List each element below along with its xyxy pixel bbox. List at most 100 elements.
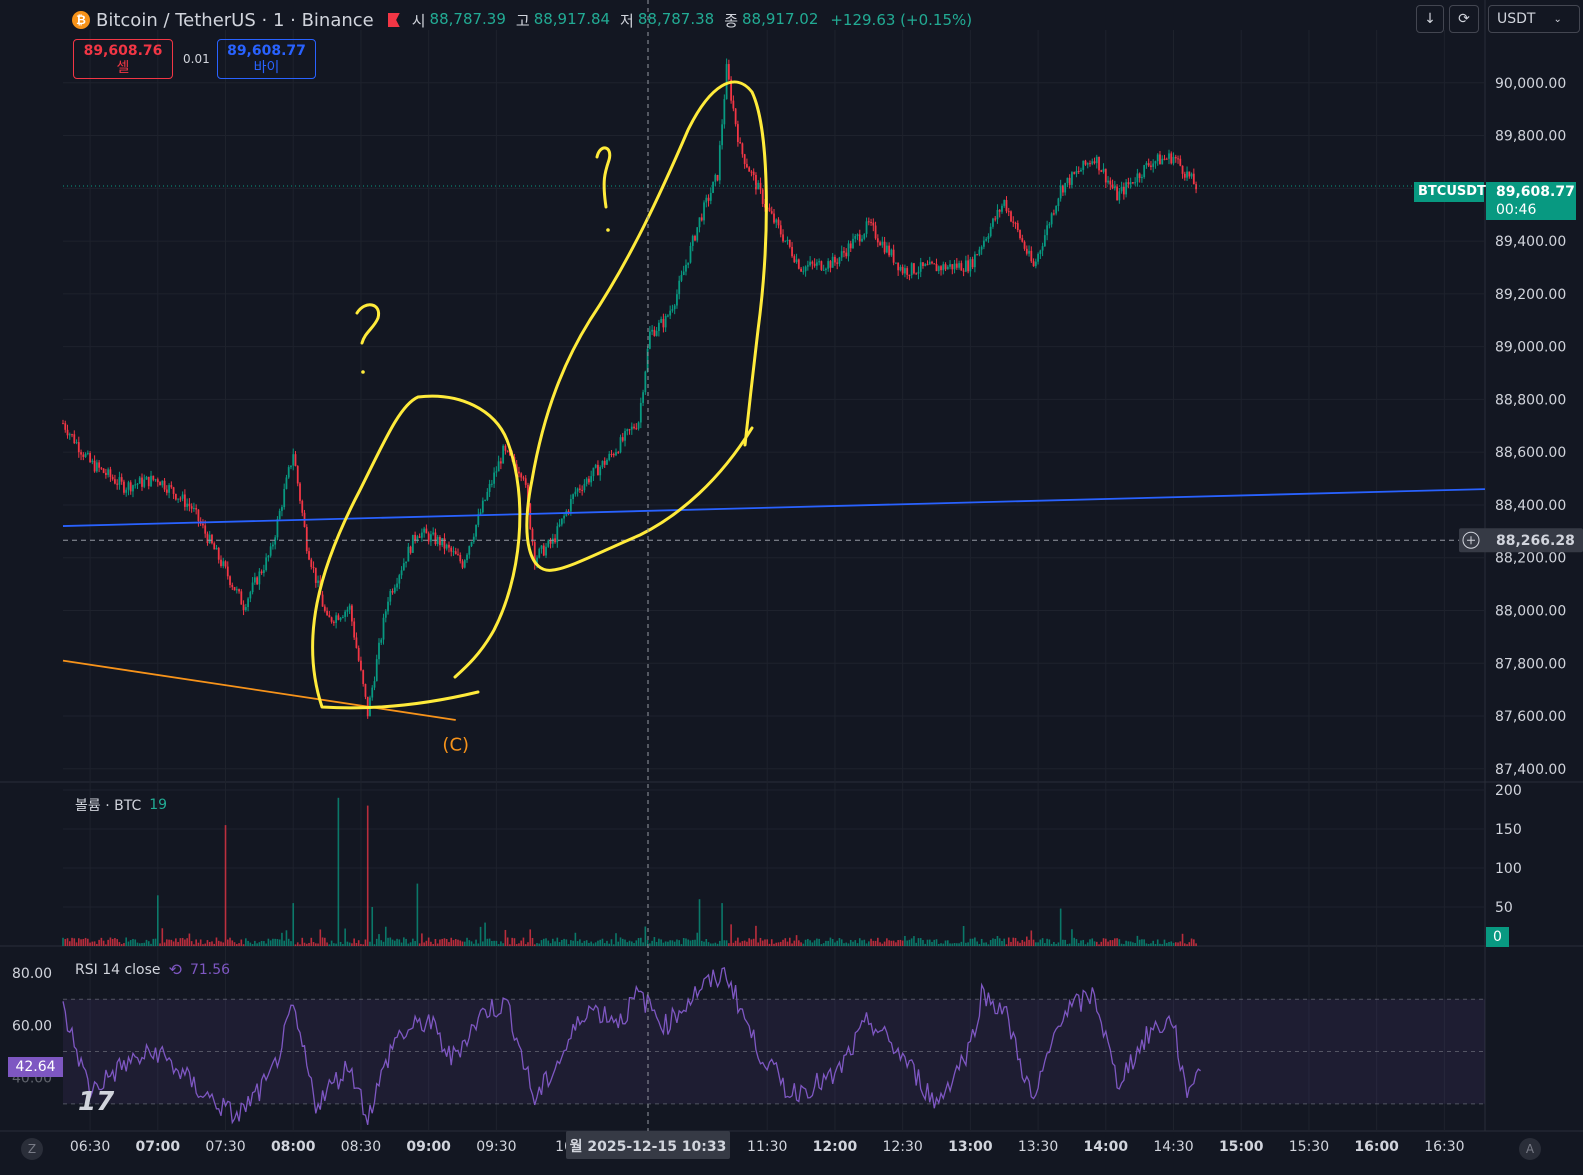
time-tick-label: 09:30 bbox=[476, 1139, 516, 1155]
volume-bar bbox=[73, 938, 76, 946]
candle-body bbox=[215, 547, 218, 550]
volume-bar bbox=[468, 940, 471, 946]
candle-body bbox=[244, 607, 247, 611]
candle-body bbox=[773, 213, 775, 223]
candle-body bbox=[937, 266, 940, 272]
price-tick-label: 88,400.00 bbox=[1495, 498, 1566, 514]
symbol-title[interactable]: Bitcoin / TetherUS · 1 · Binance bbox=[96, 9, 374, 31]
candle-body bbox=[919, 262, 922, 272]
volume-bar bbox=[272, 938, 274, 946]
volume-bar bbox=[640, 937, 642, 946]
sync-button[interactable]: ⟳ bbox=[1449, 5, 1479, 33]
candle-body bbox=[845, 252, 848, 257]
volume-bar bbox=[1120, 943, 1123, 946]
candle-body bbox=[190, 506, 193, 509]
volume-bar bbox=[1059, 908, 1062, 946]
volume-bar bbox=[132, 938, 134, 946]
candle-body bbox=[502, 445, 505, 464]
volume-bar bbox=[1014, 937, 1017, 946]
rsi-settings-icon[interactable]: ⟲ bbox=[168, 960, 182, 979]
volume-bar bbox=[775, 942, 778, 946]
volume-bar bbox=[407, 943, 410, 946]
zoom-button[interactable]: Z bbox=[21, 1138, 43, 1160]
volume-bar bbox=[594, 942, 597, 946]
volume-bar bbox=[883, 941, 886, 946]
volume-bar bbox=[251, 943, 254, 946]
bar-countdown: 00:46 bbox=[1496, 202, 1537, 218]
auto-scale-button[interactable]: A bbox=[1519, 1138, 1541, 1160]
candle-body bbox=[1116, 186, 1118, 201]
candle-body bbox=[1120, 186, 1123, 192]
sell-button[interactable]: 89,608.76 셀 bbox=[73, 39, 173, 79]
candlestick-series bbox=[62, 58, 1197, 719]
volume-bar bbox=[676, 939, 678, 946]
volume-bar bbox=[197, 942, 200, 946]
candle-body bbox=[64, 423, 67, 430]
volume-bar bbox=[425, 940, 428, 946]
high-label: 고 bbox=[515, 11, 530, 30]
candle-body bbox=[558, 524, 561, 527]
flag-icon[interactable] bbox=[387, 13, 400, 27]
candle-body bbox=[425, 528, 428, 534]
candle-body bbox=[899, 266, 902, 271]
candle-body bbox=[994, 218, 997, 220]
candle-body bbox=[551, 538, 554, 544]
download-button[interactable]: ↓ bbox=[1416, 5, 1444, 33]
candle-body bbox=[418, 536, 421, 538]
candle-body bbox=[120, 477, 123, 482]
volume-bar bbox=[933, 939, 936, 946]
candle-body bbox=[479, 512, 482, 515]
volume-bar bbox=[655, 941, 658, 946]
time-tick-label: 07:00 bbox=[136, 1139, 181, 1155]
volume-bar bbox=[263, 941, 265, 946]
candle-body bbox=[983, 240, 985, 247]
volume-bar bbox=[348, 942, 351, 946]
candle-body bbox=[213, 543, 216, 550]
volume-bar bbox=[667, 941, 669, 946]
volume-bar bbox=[599, 939, 601, 946]
volume-bar bbox=[202, 944, 204, 946]
candle-body bbox=[247, 598, 249, 608]
candle-body bbox=[633, 426, 635, 429]
volume-bar bbox=[725, 940, 728, 946]
volume-bar bbox=[637, 938, 640, 946]
volume-bar bbox=[741, 941, 744, 946]
candle-body bbox=[188, 503, 191, 507]
volume-bar bbox=[795, 935, 798, 946]
candle-body bbox=[73, 434, 76, 444]
volume-bar bbox=[719, 940, 721, 946]
open-value: 88,787.39 bbox=[429, 9, 506, 28]
volume-bar bbox=[570, 940, 572, 946]
volume-bar bbox=[552, 938, 554, 946]
candle-body bbox=[746, 164, 748, 168]
volume-bar bbox=[206, 940, 209, 946]
candle-body bbox=[1028, 250, 1030, 254]
candle-body bbox=[371, 687, 374, 698]
candle-body bbox=[563, 515, 565, 519]
candle-body bbox=[644, 371, 647, 393]
volume-bar bbox=[579, 939, 581, 946]
volume-bar bbox=[631, 941, 633, 946]
currency-select[interactable]: USDT ⌄ bbox=[1488, 5, 1580, 33]
candle-body bbox=[757, 182, 760, 190]
buy-button[interactable]: 89,608.77 바이 bbox=[217, 39, 316, 79]
volume-bar bbox=[93, 941, 96, 946]
candle-body bbox=[314, 567, 317, 583]
time-tick-label: 15:30 bbox=[1289, 1139, 1329, 1155]
volume-bar bbox=[1073, 937, 1075, 946]
volume-bar bbox=[698, 899, 701, 946]
volume-bar bbox=[1021, 940, 1024, 946]
volume-bar bbox=[633, 943, 635, 946]
volume-bar bbox=[412, 938, 414, 946]
candle-body bbox=[741, 143, 744, 155]
candle-body bbox=[998, 209, 1001, 212]
candle-body bbox=[323, 606, 326, 611]
volume-bar bbox=[974, 937, 976, 946]
candle-body bbox=[111, 477, 114, 480]
volume-bar bbox=[1161, 944, 1164, 946]
volume-bar bbox=[276, 939, 279, 946]
candle-body bbox=[1043, 235, 1046, 247]
candle-body bbox=[1048, 224, 1051, 226]
candle-body bbox=[484, 499, 486, 501]
